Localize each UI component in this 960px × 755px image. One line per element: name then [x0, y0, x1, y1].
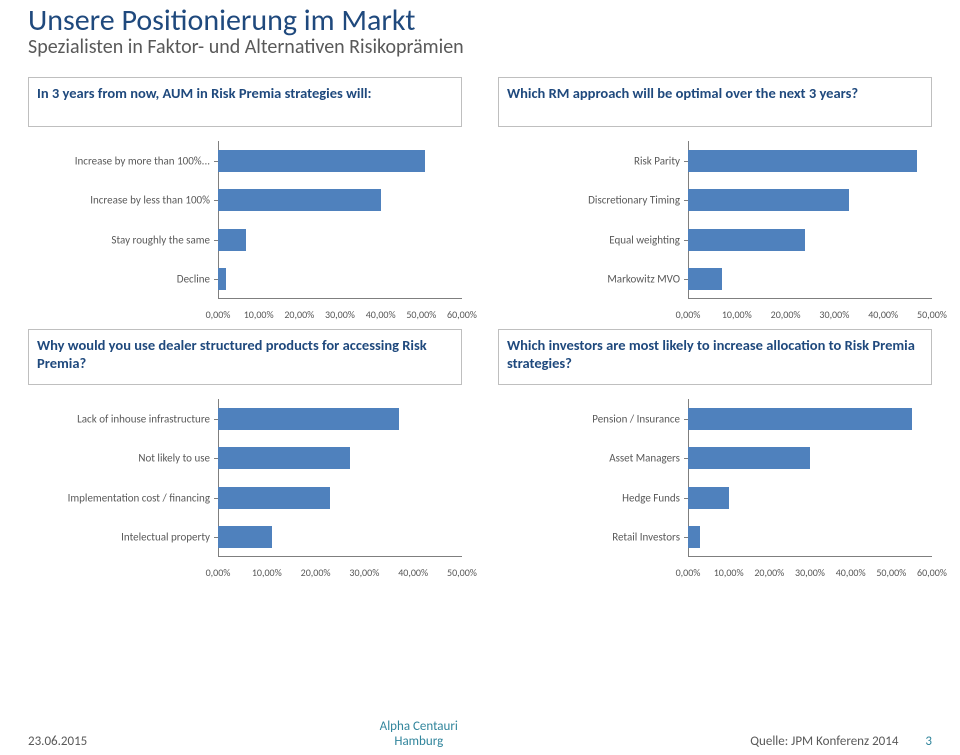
x-tick: 60,00% — [447, 308, 477, 321]
x-tick: 30,00% — [819, 308, 849, 321]
category-label: Increase by less than 100% — [28, 194, 210, 207]
footer-date: 23.06.2015 — [28, 734, 87, 749]
chart-question: Which RM approach will be optimal over t… — [498, 77, 932, 127]
footer-source: Quelle: JPM Konferenz 2014 — [750, 734, 898, 749]
category-label: Asset Managers — [498, 452, 680, 465]
bar-chart: 0,00%10,00%20,00%30,00%40,00%50,00%60,00… — [28, 141, 462, 321]
x-axis — [218, 298, 462, 299]
x-tick: 50,00% — [876, 566, 906, 579]
footer-center-line1: Alpha Centauri — [380, 719, 458, 734]
x-tick: 50,00% — [917, 308, 947, 321]
category-label: Equal weighting — [498, 233, 680, 246]
x-tick: 50,00% — [406, 308, 436, 321]
bar — [218, 229, 246, 251]
x-tick: 60,00% — [917, 566, 947, 579]
bar-chart: 0,00%10,00%20,00%30,00%40,00%50,00%Risk … — [498, 141, 932, 321]
bar — [688, 447, 810, 469]
bar — [218, 189, 381, 211]
category-label: Retail Investors — [498, 531, 680, 544]
x-tick: 0,00% — [676, 308, 701, 321]
chart-question: Why would you use dealer structured prod… — [28, 329, 462, 385]
category-label: Markowitz MVO — [498, 273, 680, 286]
page-title: Unsere Positionierung im Markt — [28, 0, 932, 39]
category-label: Hedge Funds — [498, 491, 680, 504]
x-tick: 20,00% — [754, 566, 784, 579]
x-axis — [688, 556, 932, 557]
category-label: Increase by more than 100%... — [28, 154, 210, 167]
footer: 23.06.2015 Alpha Centauri Hamburg Quelle… — [28, 719, 932, 749]
x-tick: 0,00% — [676, 566, 701, 579]
bar — [218, 447, 350, 469]
bar — [688, 229, 805, 251]
footer-center-line2: Hamburg — [380, 734, 458, 749]
category-label: Discretionary Timing — [498, 194, 680, 207]
footer-center: Alpha Centauri Hamburg — [380, 719, 458, 749]
bar — [688, 150, 917, 172]
bar — [688, 408, 912, 430]
bar — [688, 487, 729, 509]
x-tick: 20,00% — [301, 566, 331, 579]
x-tick: 0,00% — [206, 566, 231, 579]
x-tick: 30,00% — [325, 308, 355, 321]
bar — [218, 268, 226, 290]
x-axis — [688, 298, 932, 299]
x-tick: 50,00% — [447, 566, 477, 579]
category-label: Intelectual property — [28, 531, 210, 544]
category-label: Implementation cost / financing — [28, 491, 210, 504]
bar — [218, 487, 330, 509]
category-label: Lack of inhouse infrastructure — [28, 412, 210, 425]
bar — [218, 150, 425, 172]
category-label: Risk Parity — [498, 154, 680, 167]
bar — [688, 526, 700, 548]
x-tick: 20,00% — [771, 308, 801, 321]
x-tick: 30,00% — [349, 566, 379, 579]
page-number: 3 — [925, 734, 932, 749]
x-tick: 40,00% — [868, 308, 898, 321]
x-tick: 10,00% — [722, 308, 752, 321]
x-tick: 40,00% — [398, 566, 428, 579]
page-subtitle: Spezialisten in Faktor- und Alternativen… — [28, 35, 932, 59]
bar — [218, 526, 272, 548]
category-label: Stay roughly the same — [28, 233, 210, 246]
x-tick: 0,00% — [206, 308, 231, 321]
chart-question: Which investors are most likely to incre… — [498, 329, 932, 385]
footer-right: Quelle: JPM Konferenz 2014 3 — [750, 734, 932, 749]
chart-grid: In 3 years from now, AUM in Risk Premia … — [28, 77, 932, 579]
bar — [218, 408, 399, 430]
category-label: Not likely to use — [28, 452, 210, 465]
x-tick: 10,00% — [714, 566, 744, 579]
category-label: Pension / Insurance — [498, 412, 680, 425]
x-axis — [218, 556, 462, 557]
x-tick: 10,00% — [252, 566, 282, 579]
x-tick: 40,00% — [836, 566, 866, 579]
x-tick: 10,00% — [244, 308, 274, 321]
bar — [688, 189, 849, 211]
chart-question: In 3 years from now, AUM in Risk Premia … — [28, 77, 462, 127]
category-label: Decline — [28, 273, 210, 286]
x-tick: 20,00% — [284, 308, 314, 321]
bar-chart: 0,00%10,00%20,00%30,00%40,00%50,00%60,00… — [498, 399, 932, 579]
bar-chart: 0,00%10,00%20,00%30,00%40,00%50,00%Lack … — [28, 399, 462, 579]
x-tick: 30,00% — [795, 566, 825, 579]
bar — [688, 268, 722, 290]
x-tick: 40,00% — [366, 308, 396, 321]
